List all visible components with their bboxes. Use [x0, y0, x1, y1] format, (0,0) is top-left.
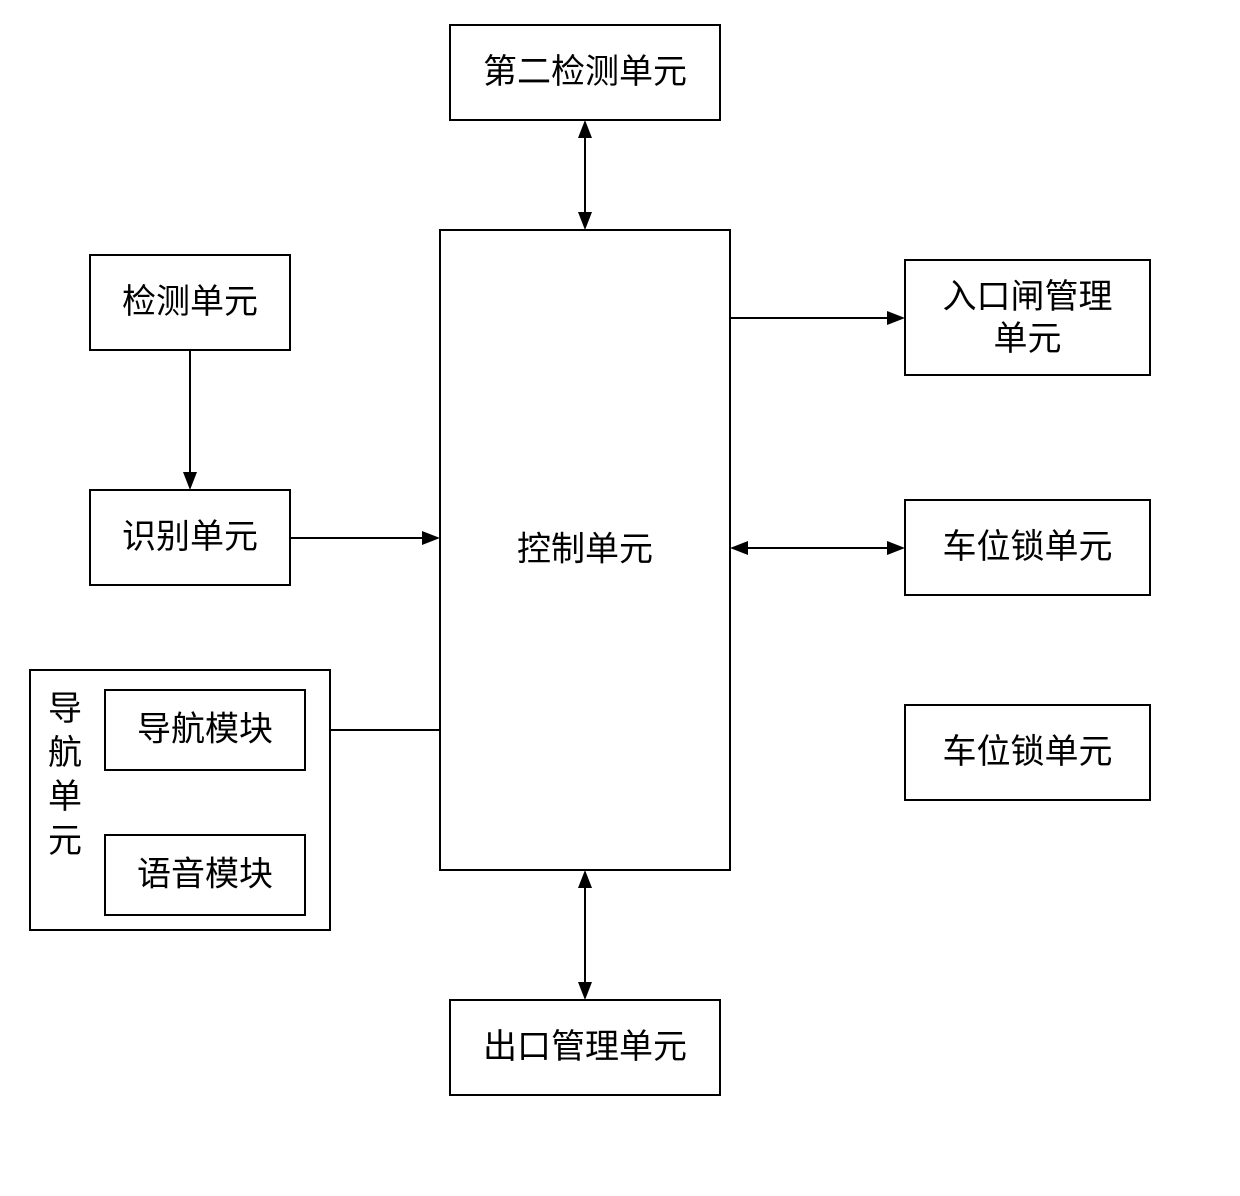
svg-text:出口管理单元: 出口管理单元	[483, 1028, 687, 1066]
svg-text:入口闸管理: 入口闸管理	[943, 278, 1113, 316]
svg-text:语音模块: 语音模块	[137, 856, 273, 894]
svg-text:车位锁单元: 车位锁单元	[943, 733, 1113, 771]
svg-text:单元: 单元	[994, 321, 1062, 358]
svg-text:元: 元	[48, 823, 82, 860]
svg-text:航: 航	[48, 734, 82, 772]
svg-text:单: 单	[48, 779, 82, 816]
svg-text:第二检测单元: 第二检测单元	[483, 53, 687, 91]
svg-text:检测单元: 检测单元	[122, 283, 258, 321]
svg-text:车位锁单元: 车位锁单元	[943, 528, 1113, 566]
svg-text:导: 导	[48, 691, 82, 728]
svg-text:导航模块: 导航模块	[137, 711, 273, 749]
svg-text:识别单元: 识别单元	[122, 519, 258, 556]
svg-text:控制单元: 控制单元	[517, 531, 653, 569]
